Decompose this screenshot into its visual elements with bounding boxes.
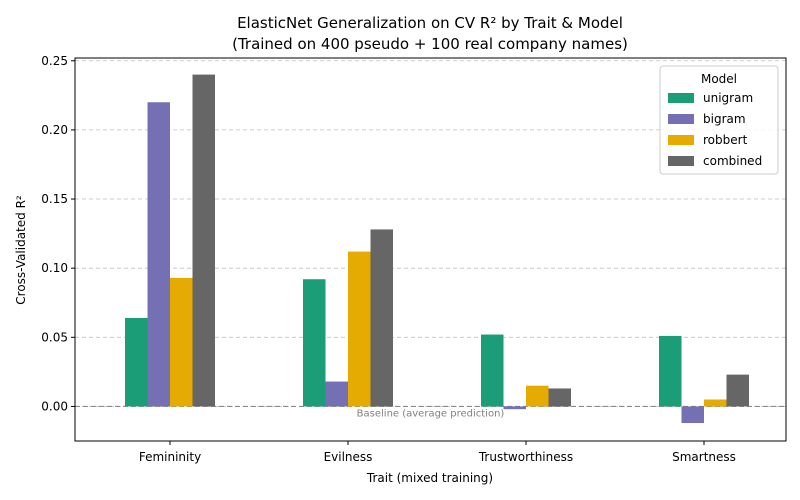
legend-label-combined: combined bbox=[703, 154, 762, 168]
x-tick-label: Smartness bbox=[672, 450, 736, 464]
x-axis-label: Trait (mixed training) bbox=[366, 471, 493, 485]
y-tick-label: 0.25 bbox=[41, 54, 68, 68]
x-tick-label: Evilness bbox=[324, 450, 373, 464]
y-tick-label: 0.00 bbox=[41, 399, 68, 413]
bar-bigram-smartness bbox=[681, 406, 704, 424]
legend-title: Model bbox=[701, 72, 737, 86]
y-tick-label: 0.15 bbox=[41, 192, 68, 206]
bar-combined-evilness bbox=[370, 229, 393, 407]
y-tick-label: 0.10 bbox=[41, 261, 68, 275]
baseline-group: Baseline (average prediction) bbox=[75, 405, 786, 419]
bar-unigram-smartness bbox=[659, 335, 682, 407]
legend-label-bigram: bigram bbox=[703, 112, 746, 126]
x-tick-label: Trustworthiness bbox=[478, 450, 573, 464]
bar-bigram-trustworthiness bbox=[503, 406, 526, 410]
y-axis-ticks: 0.00 0.05 0.10 0.15 0.20 0.25 bbox=[41, 54, 75, 413]
legend-swatch-unigram bbox=[668, 93, 694, 103]
bar-combined-femininity bbox=[192, 74, 215, 407]
legend-label-unigram: unigram bbox=[703, 91, 753, 105]
chart-subtitle: (Trained on 400 pseudo + 100 real compan… bbox=[232, 35, 628, 53]
bar-combined-smartness bbox=[726, 374, 749, 407]
y-tick-label: 0.05 bbox=[41, 330, 68, 344]
legend-swatch-combined bbox=[668, 156, 694, 166]
bars-group bbox=[125, 74, 749, 424]
plot-frame bbox=[74, 57, 787, 442]
legend-swatch-robbert bbox=[668, 135, 694, 145]
legend: Model unigram bigram robbert combined bbox=[659, 65, 779, 175]
y-axis-label: Cross-Validated R² bbox=[14, 195, 28, 305]
y-tick-label: 0.20 bbox=[41, 123, 68, 137]
legend-label-robbert: robbert bbox=[703, 133, 748, 147]
bar-bigram-evilness bbox=[325, 381, 348, 407]
legend-swatch-bigram bbox=[668, 114, 694, 124]
bar-robbert-smartness bbox=[704, 399, 727, 407]
baseline-label: Baseline (average prediction) bbox=[357, 408, 505, 419]
chart-title: ElasticNet Generalization on CV R² by Tr… bbox=[237, 14, 623, 32]
bar-robbert-trustworthiness bbox=[526, 385, 549, 407]
bar-robbert-femininity bbox=[170, 277, 193, 407]
x-axis-ticks: Femininity Evilness Trustworthiness Smartne… bbox=[139, 441, 736, 464]
bar-unigram-trustworthiness bbox=[481, 334, 504, 407]
bar-bigram-femininity bbox=[147, 102, 170, 407]
bar-unigram-evilness bbox=[303, 279, 326, 407]
bar-combined-trustworthiness bbox=[548, 388, 571, 407]
x-tick-label: Femininity bbox=[139, 450, 201, 464]
bar-unigram-femininity bbox=[125, 317, 148, 407]
bar-robbert-evilness bbox=[348, 251, 371, 407]
